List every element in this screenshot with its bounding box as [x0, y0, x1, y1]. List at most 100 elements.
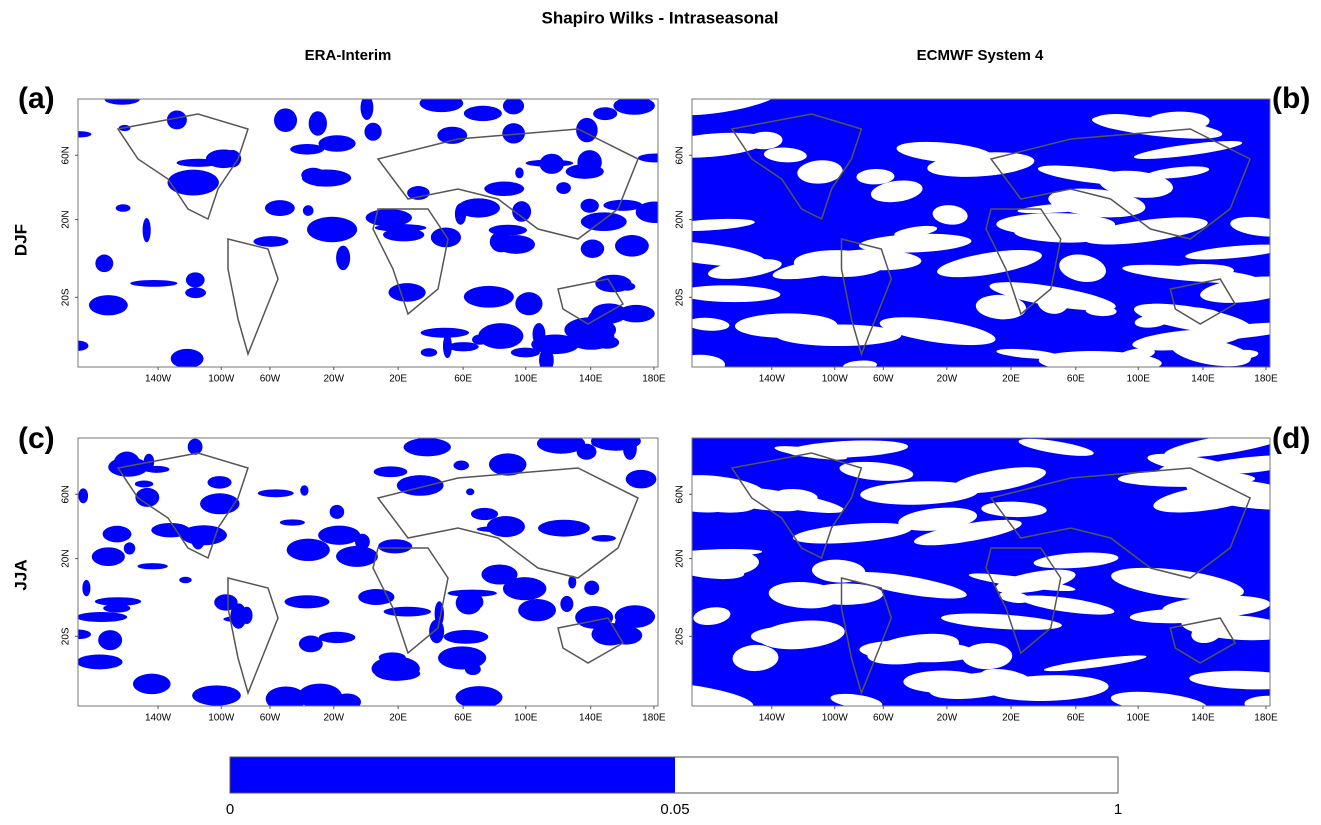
blue-region — [518, 599, 556, 621]
blue-region — [179, 577, 191, 583]
blue-region — [437, 127, 467, 144]
x-tick-label: 180E — [1254, 374, 1278, 385]
blue-region — [620, 282, 636, 290]
blue-region — [280, 519, 305, 525]
blue-region — [584, 581, 599, 595]
x-tick-label: 20W — [937, 713, 958, 724]
map-panel — [635, 426, 1308, 718]
blue-region — [330, 505, 345, 519]
blue-region — [556, 182, 571, 194]
blue-region — [538, 520, 590, 537]
y-tick-label: 60N — [675, 485, 686, 503]
blue-region — [186, 272, 205, 287]
row-title: JJA — [11, 559, 30, 590]
x-tick-label: 60E — [454, 713, 472, 724]
blue-region — [95, 597, 141, 606]
blue-region — [638, 154, 674, 163]
x-tick-label: 60W — [873, 713, 894, 724]
x-tick-label: 20W — [323, 374, 344, 385]
blue-region — [515, 167, 523, 178]
blue-region — [265, 200, 295, 216]
blue-region — [484, 182, 524, 196]
blue-region — [336, 246, 350, 270]
x-tick-label: 100W — [208, 374, 235, 385]
x-tick-label: 140W — [145, 374, 172, 385]
blue-region — [481, 564, 517, 584]
blue-region — [566, 164, 604, 179]
blue-region — [303, 205, 314, 216]
blue-region — [92, 547, 125, 566]
blue-region — [444, 630, 489, 644]
map-panel — [645, 77, 1304, 376]
y-tick-label: 60N — [61, 485, 72, 503]
x-tick-label: 100W — [208, 713, 235, 724]
map-panel — [66, 94, 674, 372]
colorbar-white — [675, 757, 1118, 793]
blue-region — [388, 283, 425, 302]
blue-region — [636, 202, 674, 223]
blue-region — [76, 655, 122, 670]
blue-region — [103, 526, 132, 543]
blue-region — [241, 607, 253, 624]
y-tick-label: 20N — [675, 549, 686, 567]
y-tick-label: 20N — [61, 210, 72, 228]
blue-region — [358, 589, 394, 605]
blue-region — [497, 235, 535, 254]
blue-region — [274, 108, 297, 132]
blue-region — [78, 488, 88, 503]
blue-region — [397, 475, 444, 496]
x-tick-label: 60E — [454, 374, 472, 385]
y-tick-label: 60N — [675, 146, 686, 164]
blue-region — [471, 508, 498, 520]
x-tick-label: 100E — [1127, 374, 1151, 385]
x-tick-label: 140W — [759, 713, 786, 724]
blue-region — [298, 684, 342, 709]
blue-region — [287, 539, 330, 561]
y-tick-label: 20N — [61, 549, 72, 567]
figure: Shapiro Wilks - Intraseasonal ERA-Interi… — [0, 0, 1321, 820]
blue-region — [503, 98, 524, 115]
column-title: ERA-Interim — [305, 47, 392, 64]
blue-region — [318, 526, 360, 545]
blue-region — [455, 686, 502, 708]
blue-region — [143, 218, 151, 242]
blue-region — [76, 612, 127, 622]
blue-region — [82, 580, 90, 596]
x-tick-label: 20W — [323, 713, 344, 724]
x-tick-label: 180E — [642, 374, 666, 385]
blue-region — [626, 470, 657, 489]
x-tick-label: 140E — [1191, 713, 1215, 724]
colorbar-label: 0.05 — [660, 801, 689, 818]
panel-label: (a) — [18, 82, 55, 115]
y-tick-label: 20S — [675, 627, 686, 645]
row-title: DJF — [11, 224, 30, 256]
blue-region — [438, 646, 486, 669]
panel-label: (b) — [1272, 82, 1310, 115]
x-tick-label: 140E — [579, 374, 603, 385]
colorbar-blue — [230, 757, 675, 793]
x-tick-label: 140W — [145, 713, 172, 724]
blue-region — [98, 630, 122, 650]
blue-region — [374, 466, 408, 477]
blue-region — [285, 595, 330, 608]
blue-region — [124, 542, 135, 554]
blue-region — [472, 335, 488, 345]
blue-region — [309, 111, 327, 135]
blue-region — [137, 563, 167, 569]
blue-region — [206, 149, 241, 168]
blue-region — [188, 439, 203, 455]
blue-region — [581, 240, 604, 258]
blue-region — [372, 656, 420, 680]
blue-region — [421, 348, 437, 357]
blue-region — [421, 328, 469, 338]
x-tick-label: 140E — [579, 713, 603, 724]
y-tick-label: 20N — [675, 210, 686, 228]
blue-region — [116, 204, 131, 212]
blue-region — [615, 605, 655, 628]
panel-label: (d) — [1272, 422, 1310, 455]
blue-region — [404, 438, 451, 456]
x-tick-label: 20E — [1002, 374, 1020, 385]
blue-region — [89, 295, 128, 315]
x-tick-label: 180E — [1254, 713, 1278, 724]
blue-region — [301, 168, 325, 182]
